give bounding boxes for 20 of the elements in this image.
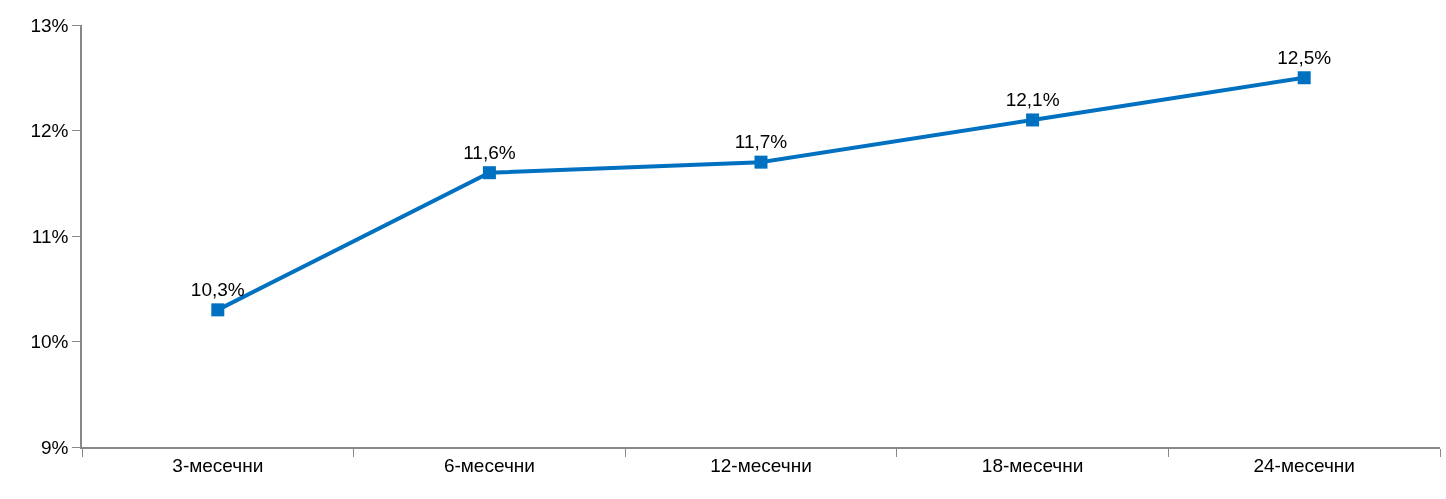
point [482, 166, 496, 180]
y-tick-label: 10% [30, 331, 69, 353]
x-tick-label: 6-месечни [443, 454, 535, 476]
data-label: 11,7% [734, 131, 788, 153]
x-tick-label: 18-месечни [981, 454, 1084, 476]
y-tick-label: 9% [40, 436, 69, 458]
point [754, 155, 768, 169]
point [1026, 113, 1040, 127]
data-label: 12,5% [1277, 46, 1332, 68]
y-tick-label: 11% [31, 225, 69, 247]
x-tick-label: 3-месечни [172, 454, 264, 476]
x-tick-label: 24-месечни [1253, 454, 1355, 476]
data-label: 10,3% [190, 278, 245, 300]
data-label: 12,1% [1005, 89, 1060, 111]
point [1297, 71, 1311, 85]
x-tick-label: 12-месечни [710, 454, 812, 476]
data-label: 11,6% [463, 141, 516, 163]
y-tick-label: 12% [30, 120, 69, 142]
y-tick-label: 13% [30, 14, 69, 36]
point [211, 303, 225, 317]
